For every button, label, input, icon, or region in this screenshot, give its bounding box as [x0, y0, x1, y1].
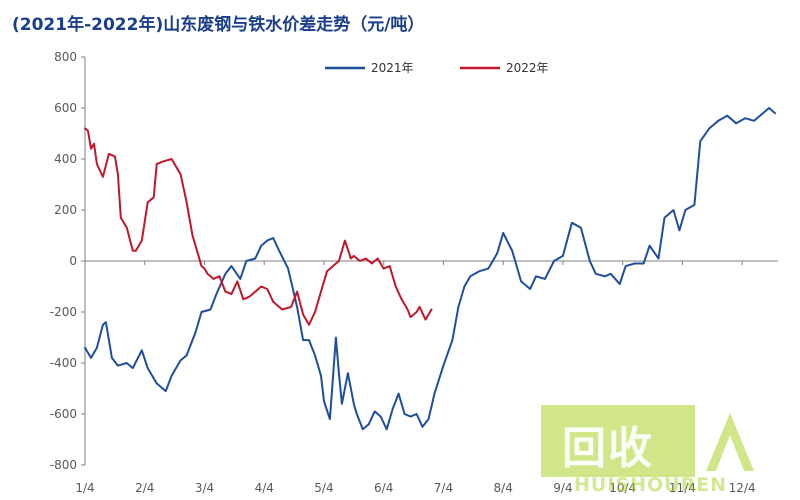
y-tick-label: -600 — [50, 407, 77, 421]
chart-axes: -800 -600 -400 -200 0 200 400 600 800 1/4 2/4 3/4 4/… — [50, 50, 778, 495]
legend-label-2022: 2022年 — [506, 61, 549, 75]
chart-title: (2021年-2022年)山东废钢与铁水价差走势（元/吨） — [12, 15, 425, 35]
x-tick-label: 10/4 — [609, 481, 636, 495]
y-tick-label: 400 — [54, 152, 77, 166]
x-tick-label: 3/4 — [195, 481, 214, 495]
x-tick-label: 4/4 — [255, 481, 274, 495]
x-tick-label: 12/4 — [729, 481, 756, 495]
legend-label-2021: 2021年 — [371, 61, 414, 75]
x-tick-label: 8/4 — [494, 481, 513, 495]
watermark-mark-icon — [706, 413, 754, 471]
y-tick-label: 200 — [54, 203, 77, 217]
x-tick-label: 11/4 — [669, 481, 696, 495]
series-layer — [84, 107, 776, 431]
watermark-subtext: HUISHOUREN — [574, 474, 728, 496]
y-tick-label: 0 — [69, 254, 77, 268]
x-tick-label: 2/4 — [135, 481, 154, 495]
series-line-2021 — [84, 107, 776, 431]
watermark-logo-text: 回收 — [562, 423, 654, 474]
x-tick-label: 9/4 — [553, 481, 572, 495]
y-tick-label: -200 — [50, 305, 77, 319]
x-tick-label: 6/4 — [374, 481, 393, 495]
chart-legend: 2021年 2022年 — [325, 61, 549, 75]
y-tick-label: -800 — [50, 458, 77, 472]
y-tick-label: 800 — [54, 50, 77, 64]
y-tick-label: -400 — [50, 356, 77, 370]
y-tick-label: 600 — [54, 101, 77, 115]
x-tick-label: 1/4 — [75, 481, 94, 495]
x-tick-label: 7/4 — [434, 481, 453, 495]
x-tick-label: 5/4 — [314, 481, 333, 495]
watermark-logo-box — [541, 405, 695, 477]
series-line-2022 — [84, 127, 433, 326]
